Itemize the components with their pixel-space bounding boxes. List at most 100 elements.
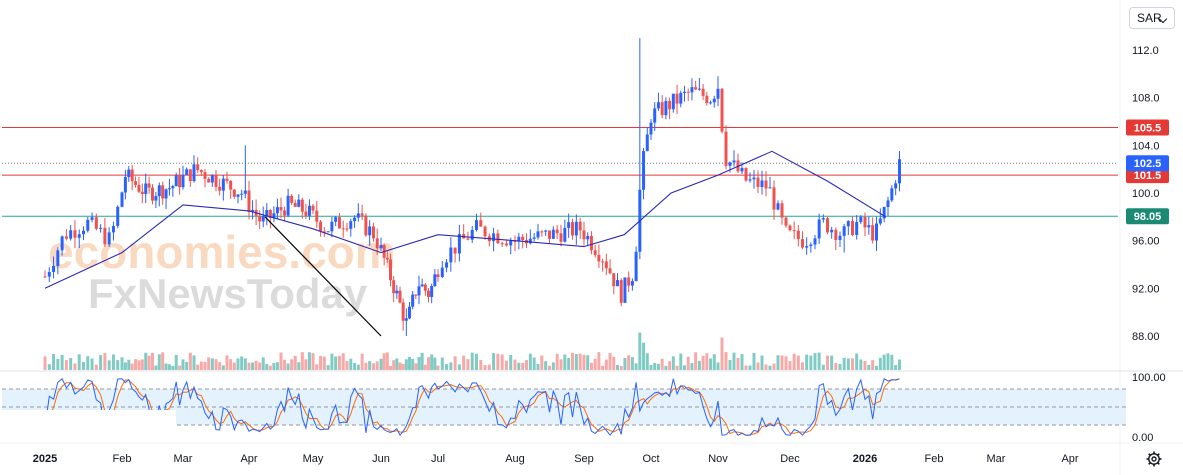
candle-body [578, 221, 582, 231]
candle-body [315, 210, 319, 222]
candle-body [221, 178, 225, 191]
candle-body [368, 226, 372, 236]
volume-bar [258, 362, 262, 370]
volume-bar [813, 353, 817, 370]
volume-bar [311, 353, 315, 370]
volume-bar [475, 353, 478, 370]
candle-body [457, 234, 461, 254]
volume-bar [56, 358, 60, 370]
candle-body [540, 231, 544, 233]
volume-bar [586, 355, 590, 370]
candle-body [653, 108, 657, 123]
volume-bar [453, 356, 457, 370]
candle-body [826, 218, 829, 233]
candle-body [199, 170, 203, 173]
volume-bar [371, 363, 375, 370]
candle-body [375, 238, 379, 249]
candle-body [601, 261, 605, 263]
candle-body [571, 222, 574, 236]
moving-average-line [44, 150, 886, 289]
volume-bar [567, 357, 571, 370]
candle-body [408, 306, 411, 319]
volume-bar [724, 352, 728, 370]
volume-bar [286, 363, 290, 370]
last-price-badge-label: 102.5 [1134, 158, 1162, 170]
volume-bar [345, 361, 349, 370]
volume-bar [395, 358, 399, 370]
candle-body [668, 101, 672, 110]
candle-body [705, 95, 709, 104]
candle-body [86, 219, 90, 231]
volume-bar [796, 355, 800, 370]
volume-bar [47, 364, 51, 370]
candle-body [161, 185, 165, 199]
volume-bar [462, 355, 466, 370]
volume-bar [417, 356, 421, 370]
candle-body [207, 178, 211, 183]
candle-body [334, 217, 338, 222]
currency-selector[interactable]: SAR [1129, 7, 1175, 29]
volume-bar [247, 362, 251, 370]
candle-body [240, 193, 244, 195]
candle-body [838, 235, 842, 240]
volume-bar [64, 360, 68, 370]
candle-body [567, 222, 571, 228]
price-badge-98.05-label: 98.05 [1134, 211, 1162, 223]
candle-body [709, 102, 713, 104]
volume-bar [772, 363, 776, 370]
candle-body [232, 189, 236, 197]
volume-bar [479, 359, 483, 370]
candle-body [385, 257, 389, 260]
candle-body [247, 190, 251, 213]
x-tick-label: Dec [780, 453, 800, 465]
candle-body [792, 230, 796, 232]
candle-body [134, 181, 138, 185]
candle-body [137, 184, 141, 192]
volume-bar [863, 360, 867, 370]
volume-bar [656, 363, 660, 370]
candle-body [470, 229, 474, 240]
volume-bar [360, 353, 364, 370]
volume-bar [349, 358, 353, 370]
candle-body [43, 276, 47, 278]
candle-body [300, 199, 304, 212]
volume-bar [151, 352, 154, 370]
candle-body [449, 247, 453, 263]
candle-body [453, 247, 457, 254]
candle-body [427, 290, 430, 297]
volume-bar [548, 365, 551, 370]
volume-bar [630, 357, 634, 370]
volume-bar [744, 365, 748, 370]
candle-body [420, 284, 424, 287]
y-tick-label: 100.0 [1132, 188, 1160, 200]
candle-body [752, 177, 756, 180]
candle-body [656, 102, 660, 109]
candle-body [788, 225, 792, 231]
volume-bar [675, 365, 679, 370]
watermark-fxnewstoday: FxNewsToday [88, 270, 368, 317]
volume-bar [203, 361, 207, 370]
candle-body [504, 243, 508, 246]
candle-body [630, 281, 634, 286]
volume-bar [623, 357, 627, 370]
volume-bar [218, 362, 222, 370]
y-tick-label: 104.0 [1132, 140, 1160, 152]
candle-body [772, 187, 776, 210]
volume-bar [192, 355, 196, 370]
volume-bar [283, 359, 287, 370]
candle-body [886, 200, 890, 208]
candle-body [123, 177, 127, 193]
ascending-trendline [264, 216, 382, 337]
volume-bar [694, 352, 698, 370]
volume-bar [748, 365, 752, 370]
volume-bar [440, 357, 444, 370]
settings-gear-icon[interactable] [1145, 450, 1163, 468]
candle-body [174, 175, 178, 187]
volume-bar [356, 364, 360, 370]
candle-body [293, 202, 297, 207]
y-tick-label: 88.00 [1132, 331, 1160, 343]
volume-bar [851, 358, 854, 370]
candle-body [401, 302, 405, 321]
volume-bar [265, 364, 269, 370]
